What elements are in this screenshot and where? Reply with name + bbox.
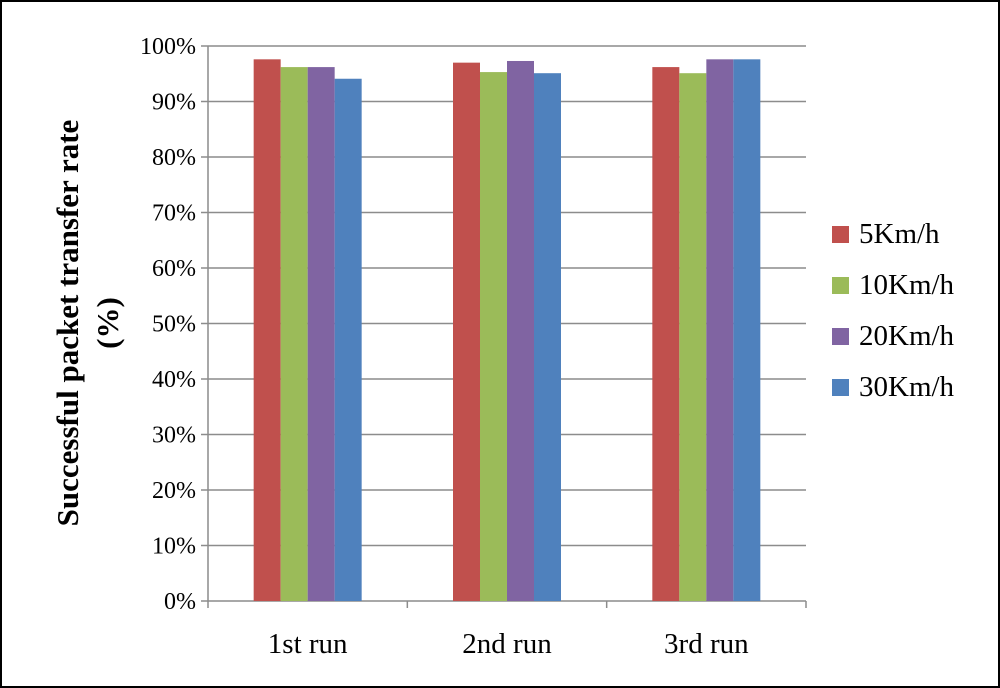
legend: 5Km/h 10Km/h 20Km/h 30Km/h <box>832 218 955 403</box>
bar <box>480 72 507 601</box>
y-tick-label: 40% <box>152 367 196 393</box>
y-tick-label: 80% <box>152 145 196 171</box>
bar <box>652 67 680 602</box>
y-axis-label-line-1: Successful packet transfer rate <box>50 120 85 527</box>
bar <box>453 62 480 601</box>
x-axis-categories: 1st run 2nd run 3rd run <box>207 601 807 660</box>
y-tick-label: 90% <box>152 90 196 116</box>
legend-label: 10Km/h <box>859 269 955 301</box>
y-axis-label-line-2: (%) <box>90 297 125 349</box>
bar <box>733 59 761 601</box>
bar <box>280 67 308 602</box>
legend-swatch <box>832 328 849 345</box>
y-tick-label: 0% <box>164 589 196 615</box>
y-tick-label: 70% <box>152 201 196 227</box>
bar <box>534 73 561 601</box>
y-tick-label: 60% <box>152 256 196 282</box>
y-axis-ticks: 0% 10% 20% 30% 40% 50% 60% 70% 80% 90% 100% <box>140 34 208 615</box>
legend-label: 30Km/h <box>859 371 955 403</box>
y-tick-label: 100% <box>140 34 196 60</box>
legend-label: 20Km/h <box>859 320 955 352</box>
bar <box>507 60 534 602</box>
legend-swatch <box>832 379 849 396</box>
bar <box>706 59 734 601</box>
x-category-label: 3rd run <box>664 628 749 660</box>
legend-swatch <box>832 277 849 294</box>
legend-label: 5Km/h <box>859 218 940 250</box>
bar <box>679 73 707 601</box>
x-category-label: 1st run <box>268 628 348 660</box>
bars <box>253 59 761 602</box>
x-category-label: 2nd run <box>462 628 552 660</box>
bar <box>334 78 362 602</box>
y-tick-label: 30% <box>152 423 196 449</box>
y-tick-label: 20% <box>152 478 196 504</box>
bar <box>307 67 335 602</box>
bar <box>253 59 281 601</box>
legend-swatch <box>832 226 849 243</box>
y-tick-label: 50% <box>152 312 196 338</box>
y-tick-label: 10% <box>152 534 196 560</box>
